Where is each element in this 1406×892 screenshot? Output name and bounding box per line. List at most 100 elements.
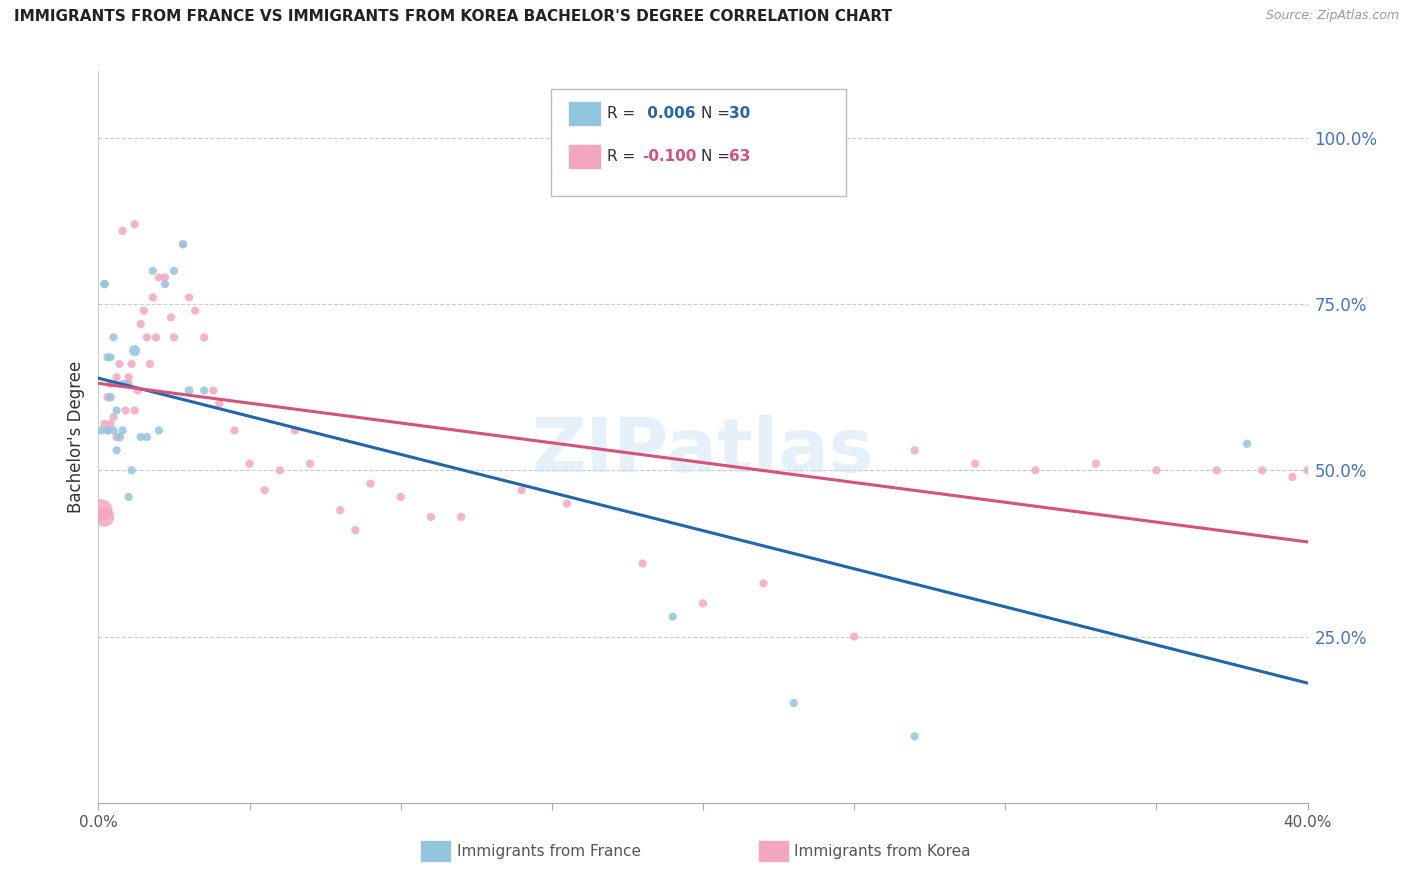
Point bbox=[111, 376, 134, 391]
Point bbox=[124, 217, 146, 231]
Text: IMMIGRANTS FROM FRANCE VS IMMIGRANTS FROM KOREA BACHELOR'S DEGREE CORRELATION CH: IMMIGRANTS FROM FRANCE VS IMMIGRANTS FRO… bbox=[14, 9, 891, 24]
Point bbox=[253, 483, 276, 498]
Point bbox=[100, 376, 122, 391]
Point bbox=[118, 490, 141, 504]
Point bbox=[121, 357, 143, 371]
Text: 63: 63 bbox=[730, 149, 751, 164]
Point bbox=[193, 384, 215, 398]
Point bbox=[93, 277, 115, 292]
Point bbox=[105, 430, 128, 444]
Point bbox=[1085, 457, 1108, 471]
Point bbox=[111, 224, 134, 238]
Point bbox=[904, 729, 927, 743]
Point bbox=[108, 430, 131, 444]
Point bbox=[239, 457, 262, 471]
Point bbox=[965, 457, 987, 471]
Point bbox=[1236, 436, 1258, 450]
Point bbox=[148, 424, 170, 438]
Point bbox=[193, 330, 215, 344]
Point bbox=[631, 557, 654, 571]
Point bbox=[100, 417, 122, 431]
Point bbox=[108, 357, 131, 371]
Y-axis label: Bachelor's Degree: Bachelor's Degree bbox=[66, 361, 84, 513]
Point bbox=[172, 237, 194, 252]
Point bbox=[103, 330, 125, 344]
Point bbox=[389, 490, 412, 504]
Point bbox=[510, 483, 533, 498]
Text: R =: R = bbox=[607, 149, 636, 164]
Point bbox=[135, 330, 157, 344]
Point bbox=[121, 463, 143, 477]
Point bbox=[105, 443, 128, 458]
Point bbox=[783, 696, 806, 710]
Point bbox=[90, 503, 112, 517]
Point bbox=[105, 403, 128, 417]
Text: ZIPatlas: ZIPatlas bbox=[531, 415, 875, 488]
Point bbox=[111, 424, 134, 438]
Point bbox=[93, 277, 115, 292]
Point bbox=[904, 443, 927, 458]
Point bbox=[208, 397, 231, 411]
Point bbox=[96, 424, 118, 438]
Point bbox=[145, 330, 167, 344]
Point bbox=[124, 343, 146, 358]
Point bbox=[148, 270, 170, 285]
Point bbox=[132, 303, 155, 318]
Text: Immigrants from Korea: Immigrants from Korea bbox=[794, 845, 972, 859]
Point bbox=[114, 376, 136, 391]
Point bbox=[163, 264, 186, 278]
Point bbox=[450, 509, 472, 524]
Point bbox=[105, 370, 128, 384]
Point bbox=[100, 351, 122, 365]
Point bbox=[127, 384, 149, 398]
Point bbox=[202, 384, 225, 398]
Point bbox=[118, 376, 141, 391]
Point bbox=[96, 390, 118, 404]
Point bbox=[179, 384, 201, 398]
Point bbox=[329, 503, 352, 517]
Point bbox=[184, 303, 207, 318]
Point bbox=[662, 609, 685, 624]
Text: 30: 30 bbox=[730, 106, 751, 121]
Point bbox=[142, 290, 165, 304]
Point bbox=[93, 417, 115, 431]
Point bbox=[1144, 463, 1167, 477]
Point bbox=[124, 403, 146, 417]
Point bbox=[153, 277, 176, 292]
Point bbox=[299, 457, 322, 471]
Point bbox=[1206, 463, 1229, 477]
Point bbox=[1281, 470, 1303, 484]
Point bbox=[103, 410, 125, 425]
Point bbox=[160, 310, 183, 325]
Point bbox=[129, 430, 152, 444]
Point bbox=[163, 330, 186, 344]
Text: Source: ZipAtlas.com: Source: ZipAtlas.com bbox=[1265, 9, 1399, 22]
Point bbox=[93, 509, 115, 524]
Point bbox=[114, 403, 136, 417]
Text: -0.100: -0.100 bbox=[643, 149, 696, 164]
Text: N =: N = bbox=[702, 149, 730, 164]
Point bbox=[752, 576, 775, 591]
Point bbox=[360, 476, 382, 491]
Point bbox=[692, 596, 714, 610]
Point bbox=[142, 264, 165, 278]
Point bbox=[1251, 463, 1274, 477]
Text: N =: N = bbox=[702, 106, 730, 121]
Point bbox=[172, 237, 194, 252]
Point bbox=[844, 630, 866, 644]
Point bbox=[224, 424, 246, 438]
Point bbox=[139, 357, 162, 371]
Point bbox=[118, 370, 141, 384]
Point bbox=[1296, 463, 1319, 477]
Text: 0.006: 0.006 bbox=[643, 106, 696, 121]
Point bbox=[129, 317, 152, 331]
Point bbox=[96, 351, 118, 365]
Point bbox=[153, 270, 176, 285]
Point bbox=[103, 424, 125, 438]
Point bbox=[96, 424, 118, 438]
Point bbox=[344, 523, 367, 537]
Point bbox=[420, 509, 443, 524]
Point bbox=[284, 424, 307, 438]
Point bbox=[1024, 463, 1046, 477]
Point bbox=[100, 390, 122, 404]
